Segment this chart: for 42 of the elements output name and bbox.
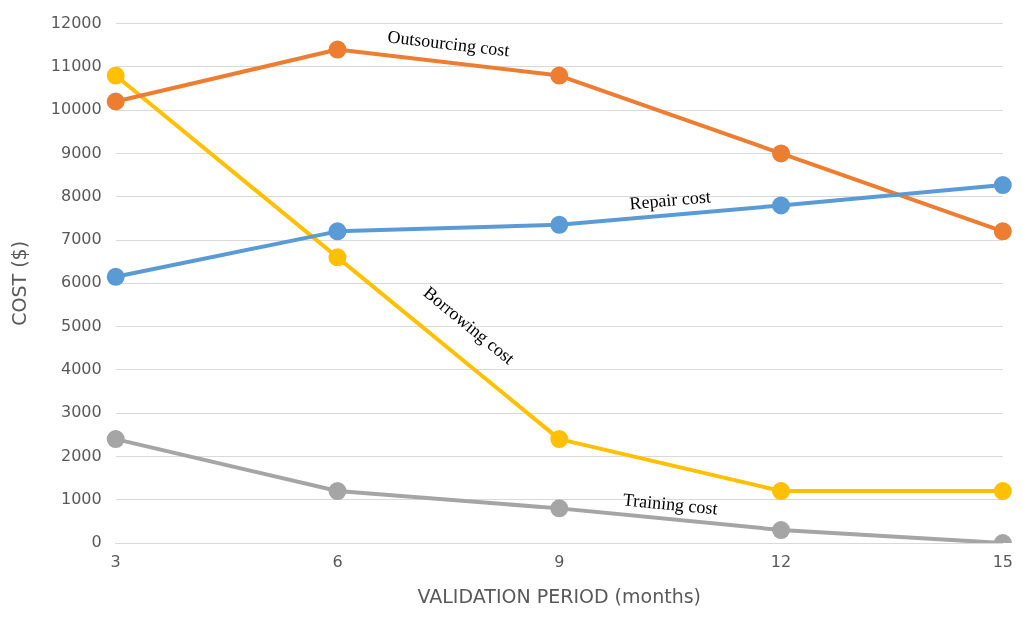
y-tick-label: 9000	[60, 142, 102, 162]
y-tick-label: 1000	[60, 488, 102, 508]
y-tick-label: 4000	[60, 359, 102, 379]
point	[550, 215, 569, 234]
point	[106, 66, 125, 85]
x-tick-label: 3	[110, 551, 121, 571]
point	[106, 267, 125, 286]
point	[772, 521, 791, 540]
y-tick-label: 8000	[60, 185, 102, 205]
y-tick-label: 2000	[60, 445, 102, 465]
x-tick-label: 12	[770, 551, 792, 571]
y-axis-title: COST ($)	[8, 240, 31, 326]
point	[328, 482, 347, 501]
point	[550, 430, 569, 449]
y-tick-label: 0	[91, 532, 102, 552]
point	[993, 482, 1012, 501]
y-tick-label: 5000	[60, 315, 102, 335]
x-axis-title: VALIDATION PERIOD (months)	[417, 584, 702, 607]
point	[993, 176, 1012, 195]
point	[550, 499, 569, 518]
point	[106, 430, 125, 449]
x-tick-label: 9	[554, 551, 565, 571]
point	[328, 248, 347, 267]
y-tick-label: 10000	[50, 99, 102, 119]
y-tick-label: 7000	[60, 229, 102, 249]
point	[328, 40, 347, 59]
point	[772, 144, 791, 163]
x-tick-label: 15	[992, 551, 1013, 571]
point	[993, 222, 1012, 241]
point	[550, 66, 569, 85]
text: Repair cost	[628, 186, 712, 214]
text: Training cost	[622, 489, 719, 519]
y-tick-label: 11000	[50, 56, 102, 76]
y-tick-label: 6000	[60, 272, 102, 292]
y-tick-label: 3000	[60, 402, 102, 422]
point	[772, 482, 791, 501]
point	[106, 92, 125, 111]
point	[328, 222, 347, 241]
y-tick-label: 12000	[50, 12, 102, 32]
text: Outsourcing cost	[386, 26, 511, 61]
x-tick-label: 6	[332, 551, 343, 571]
point	[772, 196, 791, 215]
